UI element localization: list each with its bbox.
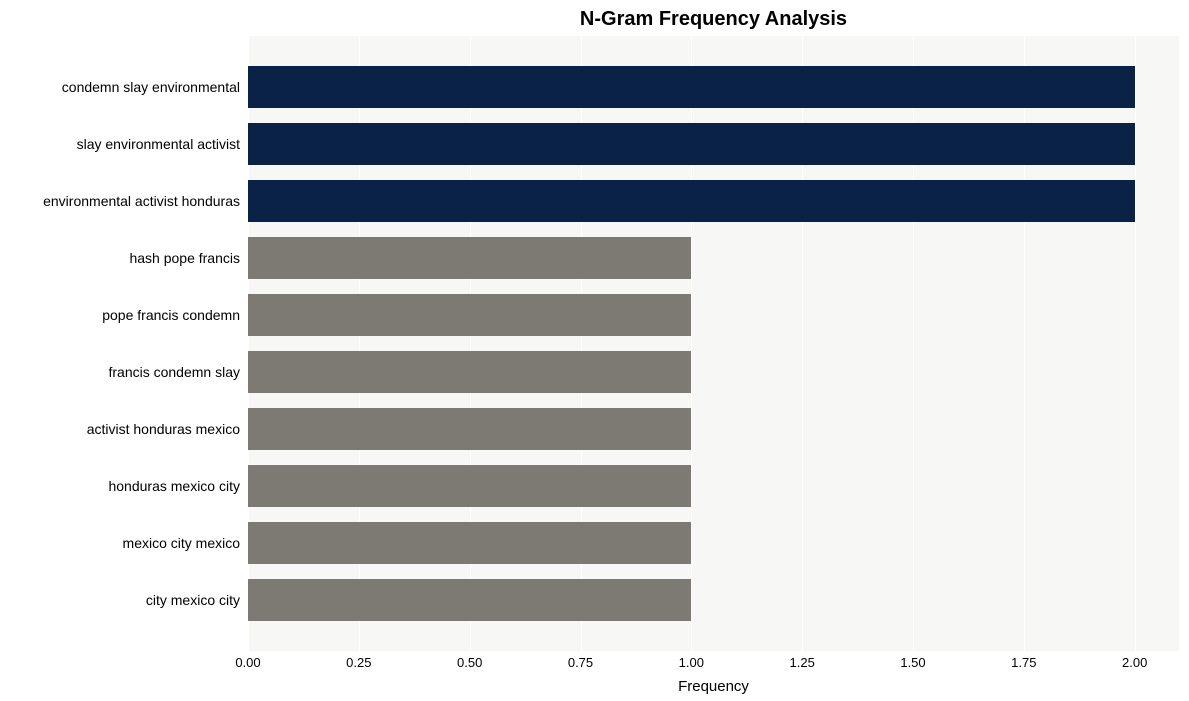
x-tick-label: 1.75 bbox=[1011, 655, 1036, 670]
y-tick-label: pope francis condemn bbox=[102, 307, 240, 323]
bar bbox=[248, 294, 691, 336]
ngram-bar-chart: N-Gram Frequency Analysis condemn slay e… bbox=[0, 0, 1189, 701]
chart-title: N-Gram Frequency Analysis bbox=[248, 8, 1179, 31]
x-tick-label: 0.25 bbox=[346, 655, 371, 670]
y-tick-label: mexico city mexico bbox=[123, 535, 240, 551]
bar bbox=[248, 465, 691, 507]
bar bbox=[248, 237, 691, 279]
y-tick-label: slay environmental activist bbox=[77, 136, 240, 152]
y-tick-label: city mexico city bbox=[146, 592, 240, 608]
bar bbox=[248, 522, 691, 564]
bars-layer bbox=[248, 36, 1179, 651]
x-tick-label: 1.50 bbox=[900, 655, 925, 670]
bar bbox=[248, 408, 691, 450]
x-tick-label: 0.75 bbox=[568, 655, 593, 670]
y-tick-label: francis condemn slay bbox=[108, 364, 240, 380]
y-tick-label: hash pope francis bbox=[129, 250, 240, 266]
bar bbox=[248, 579, 691, 621]
bar bbox=[248, 66, 1135, 108]
x-tick-label: 0.50 bbox=[457, 655, 482, 670]
x-tick-label: 2.00 bbox=[1122, 655, 1147, 670]
x-axis-ticks: 0.000.250.500.751.001.251.501.752.00 bbox=[248, 655, 1179, 673]
x-tick-label: 0.00 bbox=[235, 655, 260, 670]
y-tick-label: honduras mexico city bbox=[108, 478, 240, 494]
x-tick-label: 1.25 bbox=[790, 655, 815, 670]
x-axis-label: Frequency bbox=[248, 678, 1179, 695]
y-axis-labels: condemn slay environmental slay environme… bbox=[0, 36, 240, 651]
y-tick-label: environmental activist honduras bbox=[43, 193, 240, 209]
bar bbox=[248, 123, 1135, 165]
y-tick-label: activist honduras mexico bbox=[87, 421, 240, 437]
bar bbox=[248, 180, 1135, 222]
bar bbox=[248, 351, 691, 393]
y-tick-label: condemn slay environmental bbox=[62, 79, 240, 95]
x-tick-label: 1.00 bbox=[679, 655, 704, 670]
plot-area bbox=[248, 36, 1179, 651]
